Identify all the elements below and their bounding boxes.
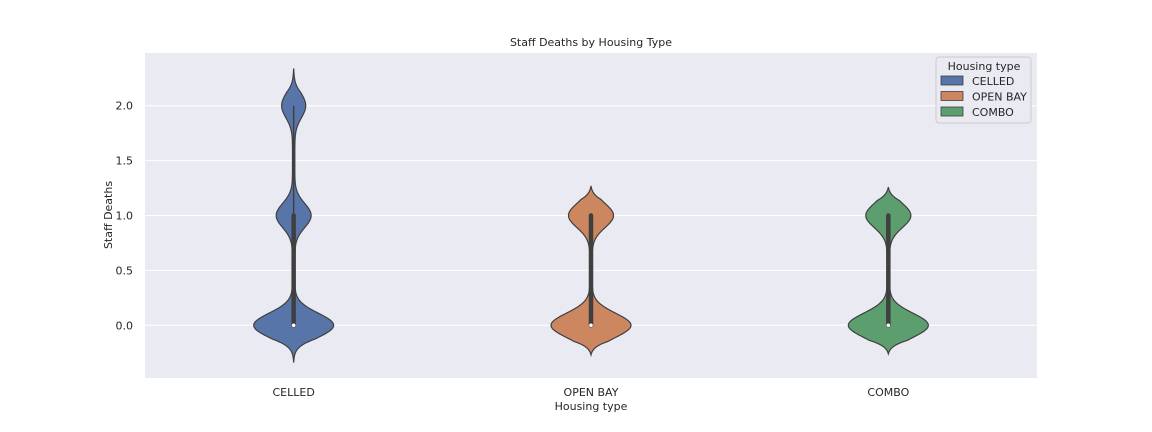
x-tick-label: COMBO [867,386,909,399]
legend-swatch [940,91,964,101]
x-axis-ticks: CELLED OPEN BAY COMBO [273,386,910,399]
y-axis-label: Staff Deaths [102,181,115,249]
legend-label: CELLED [972,75,1014,88]
violin-median-dot [886,323,891,328]
y-tick-label: 1.0 [116,210,134,223]
chart-title: Staff Deaths by Housing Type [510,36,672,49]
y-tick-label: 2.0 [116,100,134,113]
legend-swatch [940,75,964,86]
y-tick-label: 0.5 [116,264,134,277]
legend-label: OPEN BAY [972,91,1027,104]
y-tick-label: 1.5 [116,155,134,168]
violins [253,68,929,363]
y-tick-label: 0.0 [116,319,134,332]
violin-median-dot [589,323,593,328]
y-axis-ticks: 0.0 0.5 1.0 1.5 2.0 [116,100,134,333]
x-tick-label: CELLED [273,386,315,399]
legend-swatch [940,106,964,117]
legend-frame [935,56,1032,124]
violin-median-dot [291,323,296,328]
legend-label: COMBO [972,106,1014,119]
legend: Housing type CELLED OPEN BAY COMBO [935,56,1032,124]
x-axis-label: Housing type [555,400,628,413]
x-tick-label: OPEN BAY [564,386,619,399]
legend-title: Housing type [948,60,1021,73]
